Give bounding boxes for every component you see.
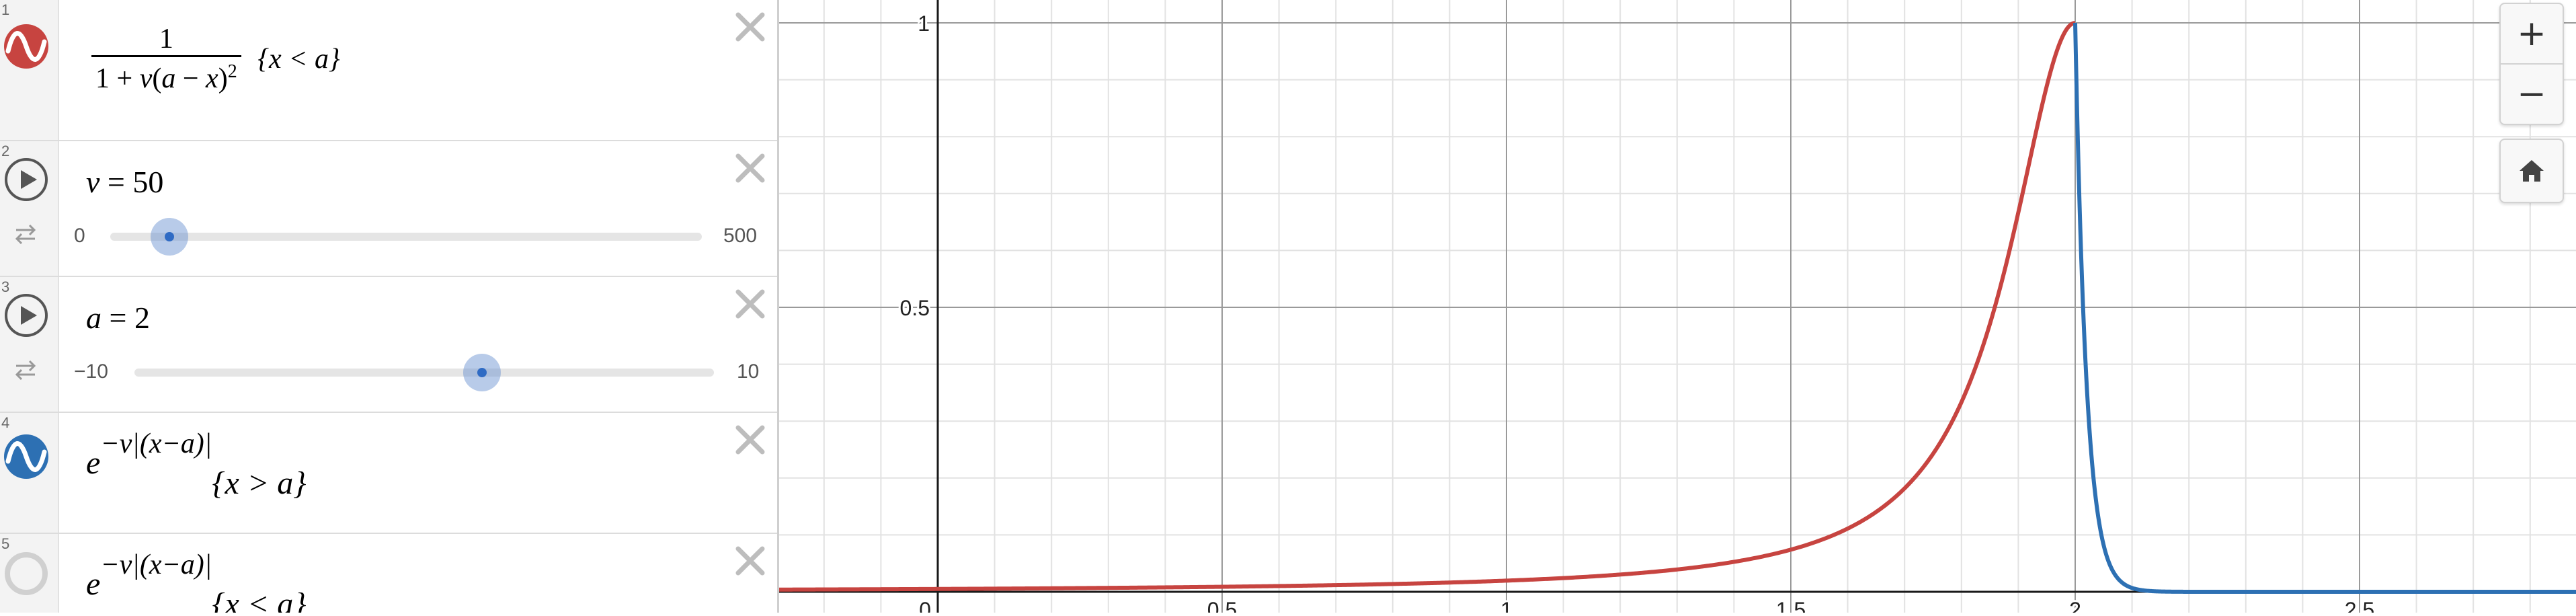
slider-min[interactable]: 0 <box>74 225 85 247</box>
exp-base: e <box>86 566 101 602</box>
x-tick-label: 0.5 <box>1207 598 1237 613</box>
delete-expression-icon[interactable] <box>733 151 768 186</box>
paren-close: ) <box>218 63 228 94</box>
restriction: {x > a} <box>212 465 307 501</box>
exp-power: −v|(x−a)| <box>100 549 212 580</box>
slider-expression-a[interactable]: a = 2 <box>86 300 150 336</box>
zoom-in-button[interactable]: + <box>2501 4 2563 65</box>
exp-power: −v|(x−a)| <box>100 428 212 459</box>
slider-max[interactable]: 500 <box>723 225 758 247</box>
expression-row-4[interactable]: 4 e−v|(x−a)|{x > a} <box>0 413 777 534</box>
minus-sign: − <box>175 63 206 94</box>
exp-base: e <box>86 445 101 481</box>
slider-expression-v[interactable]: v = 50 <box>86 164 163 200</box>
expression-row-1[interactable]: 1 1 1 + v(a − x)2 {x < a} <box>0 0 777 141</box>
expression-index: 3 <box>1 278 10 295</box>
tick-labels: 0 0.5 1 1.5 2 2.5 1 0.5 <box>898 9 2377 616</box>
denominator-term: 1 + <box>95 63 140 94</box>
slider-max[interactable]: 10 <box>737 360 760 383</box>
play-icon[interactable] <box>3 292 50 339</box>
paren-open: ( <box>152 63 162 94</box>
restriction: {x < a} <box>212 586 307 613</box>
expression-formula-1[interactable]: 1 1 + v(a − x)2 {x < a} <box>91 23 340 95</box>
expression-formula-4[interactable]: e−v|(x−a)|{x > a} <box>86 428 306 501</box>
graph-canvas[interactable]: 0 0.5 1 1.5 2 2.5 1 0.5 + − <box>767 0 2576 616</box>
expression-index: 1 <box>1 1 10 18</box>
y-tick-label: 0.5 <box>900 296 930 320</box>
expression-formula-5[interactable]: e−v|(x−a)|{x < a} <box>86 549 306 613</box>
x-tick-label: 0 <box>919 598 931 613</box>
expression-row-3[interactable]: 3 a = 2 −10 10 <box>0 277 777 413</box>
zoom-out-button[interactable]: − <box>2517 74 2546 114</box>
y-tick-label: 1 <box>918 11 930 36</box>
play-icon[interactable] <box>3 156 50 203</box>
fraction-numerator: 1 <box>159 24 173 54</box>
expression-gutter: 2 <box>0 141 59 276</box>
equals-sign: = <box>102 301 134 335</box>
slider-track[interactable] <box>134 369 714 377</box>
home-button[interactable] <box>2499 139 2564 203</box>
graph-toggle-icon-hidden[interactable] <box>3 550 50 597</box>
graph-toggle-icon-blue[interactable] <box>3 433 50 480</box>
slider-min[interactable]: −10 <box>74 360 108 383</box>
expression-row-5[interactable]: 5 e−v|(x−a)|{x < a} <box>0 534 777 613</box>
x-tick-label: 2 <box>2069 598 2081 613</box>
loop-icon[interactable] <box>12 356 39 383</box>
loop-icon[interactable] <box>12 221 39 247</box>
x-tick-label: 2.5 <box>2345 598 2374 613</box>
zoom-controls: + − <box>2499 3 2564 125</box>
expression-index: 5 <box>1 535 10 552</box>
var-x: x <box>206 63 218 94</box>
x-tick-label: 1.5 <box>1776 598 1806 613</box>
curve-blue[interactable] <box>2073 22 2576 594</box>
slider-value: 2 <box>134 301 150 335</box>
expression-gutter: 4 <box>0 413 59 533</box>
equals-sign: = <box>99 165 133 199</box>
expression-gutter: 5 <box>0 534 59 613</box>
x-tick-label: 1 <box>1500 598 1513 613</box>
slider-value: 50 <box>132 165 164 199</box>
slider-var: v <box>86 165 100 199</box>
delete-expression-icon[interactable] <box>733 286 768 321</box>
slider-handle[interactable] <box>463 354 501 391</box>
slider-var: a <box>86 301 102 335</box>
graph-plot[interactable]: 0 0.5 1 1.5 2 2.5 1 0.5 <box>767 0 2576 616</box>
graph-toggle-icon-red[interactable] <box>3 23 50 70</box>
delete-expression-icon[interactable] <box>733 543 768 578</box>
slider-track[interactable] <box>110 233 702 241</box>
expression-index: 4 <box>1 414 10 431</box>
expression-row-2[interactable]: 2 v = 50 0 500 <box>0 141 777 277</box>
exponent: 2 <box>227 61 237 82</box>
slider-handle[interactable] <box>151 218 188 256</box>
curve-red[interactable] <box>767 21 2076 592</box>
expression-list: 1 1 1 + v(a − x)2 {x < a} 2 <box>0 0 779 613</box>
expression-index: 2 <box>1 143 10 159</box>
expression-gutter: 3 <box>0 277 59 412</box>
var-v: v <box>139 63 153 94</box>
var-a: a <box>161 63 176 94</box>
restriction: {x < a} <box>257 43 340 75</box>
delete-expression-icon[interactable] <box>733 9 768 44</box>
expression-gutter: 1 <box>0 0 59 140</box>
home-icon <box>2520 160 2544 182</box>
delete-expression-icon[interactable] <box>733 422 768 457</box>
grid-minor <box>779 0 2576 613</box>
